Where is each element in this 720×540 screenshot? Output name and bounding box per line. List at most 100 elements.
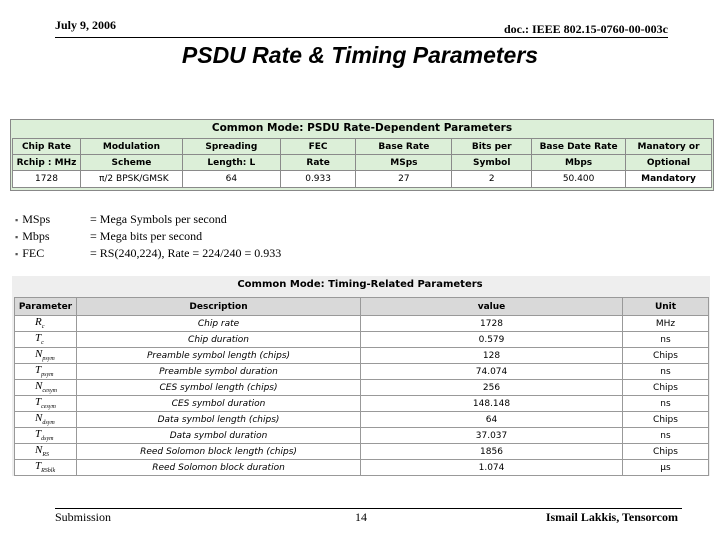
timing-table-row: Tcesym CES symbol duration 148.148 ns bbox=[14, 395, 709, 412]
footer-author: Ismail Lakkis, Tensorcom bbox=[545, 510, 678, 524]
parameter-symbol-letter: T bbox=[35, 332, 42, 345]
timing-table-row: NRS Reed Solomon block length (chips) 1856… bbox=[14, 443, 709, 460]
parameter-symbol-letter: T bbox=[35, 460, 42, 473]
note-term: MSps bbox=[22, 212, 51, 226]
timing-table-row: Npsym Preamble symbol length (chips) 128 Ch… bbox=[14, 347, 709, 364]
header-doc-id: doc.: IEEE 802.15-0760-00-003c bbox=[504, 22, 668, 36]
rate-table-header-cell: Bits per bbox=[451, 138, 533, 155]
parameter-symbol: TRSblk bbox=[14, 459, 77, 476]
timing-table-title: Common Mode: Timing-Related Parameters bbox=[237, 279, 483, 290]
rate-table-header-cell: Optional bbox=[625, 154, 712, 171]
timing-table-header-cell: value bbox=[360, 297, 623, 316]
parameter-symbol: Rc bbox=[14, 315, 77, 332]
parameter-symbol-subscript: psym bbox=[41, 372, 54, 379]
timing-table-header-cell: Description bbox=[76, 297, 361, 316]
bullet-icon: ▪ bbox=[15, 232, 19, 242]
rate-table-row: 1728 π/2 BPSK/GMSK 64 0.933 27 2 50.400 … bbox=[12, 170, 712, 188]
rate-table-cell: 50.400 bbox=[531, 170, 627, 188]
rate-table-header-cell: Rchip : MHz bbox=[12, 154, 81, 171]
footer-page-number: 14 bbox=[355, 510, 367, 524]
parameter-symbol-letter: N bbox=[35, 412, 43, 425]
timing-table-header-cell: Unit bbox=[622, 297, 709, 316]
rate-table-cell: 0.933 bbox=[279, 170, 357, 188]
note-definition: = RS(240,224), Rate = 224/240 = 0.933 bbox=[90, 246, 282, 260]
parameter-unit: Chips bbox=[622, 379, 709, 396]
note-term: Mbps bbox=[22, 229, 50, 243]
rate-table-header-row-1: Chip Rate Modulation Spreading FEC Base … bbox=[12, 138, 712, 155]
parameter-description: CES symbol duration bbox=[76, 395, 361, 412]
parameter-description: Chip duration bbox=[76, 331, 361, 348]
footer-submission: Submission bbox=[55, 510, 112, 524]
parameter-value: 1.074 bbox=[360, 459, 623, 476]
parameter-description: Reed Solomon block length (chips) bbox=[76, 443, 361, 460]
parameter-symbol-subscript: psym bbox=[42, 356, 55, 363]
parameter-value: 128 bbox=[360, 347, 623, 364]
parameter-symbol-letter: N bbox=[35, 444, 43, 457]
parameter-symbol-letter: N bbox=[35, 348, 43, 361]
abbreviation-notes: ▪ MSps = Mega Symbols per second ▪ Mbps = … bbox=[15, 211, 281, 262]
rate-table-title: Common Mode: PSDU Rate-Dependent Paramet… bbox=[211, 122, 513, 134]
parameter-unit: Chips bbox=[622, 347, 709, 364]
parameter-value: 256 bbox=[360, 379, 623, 396]
timing-table-header-cell: Parameter bbox=[14, 297, 77, 316]
rate-table-cell: 1728 bbox=[12, 170, 81, 188]
rate-table-header-row-2: Rchip : MHz Scheme Length: L Rate MSps S… bbox=[12, 154, 712, 171]
rate-table-header-cell: Base Rate bbox=[355, 138, 453, 155]
parameter-unit: ns bbox=[622, 427, 709, 444]
parameter-unit: Chips bbox=[622, 411, 709, 428]
parameter-symbol-subscript: cesym bbox=[42, 388, 58, 395]
bullet-icon: ▪ bbox=[15, 249, 19, 259]
timing-table-row: Rc Chip rate 1728 MHz bbox=[14, 315, 709, 332]
parameter-value: 0.579 bbox=[360, 331, 623, 348]
rate-table-cell: 2 bbox=[451, 170, 533, 188]
timing-table-row: Tdsym Data symbol duration 37.037 ns bbox=[14, 427, 709, 444]
rate-table-cell: 64 bbox=[181, 170, 281, 188]
parameter-description: CES symbol length (chips) bbox=[76, 379, 361, 396]
slide-title: PSDU Rate & Timing Parameters bbox=[181, 42, 539, 68]
note-item: ▪ Mbps = Mega bits per second bbox=[15, 228, 281, 245]
rate-table-cell: π/2 BPSK/GMSK bbox=[79, 170, 183, 188]
rate-table-header-cell: FEC bbox=[279, 138, 357, 155]
parameter-description: Data symbol duration bbox=[76, 427, 361, 444]
parameter-unit: MHz bbox=[622, 315, 709, 332]
parameter-symbol-letter: T bbox=[35, 396, 42, 409]
parameter-symbol: NRS bbox=[14, 443, 77, 460]
bullet-icon: ▪ bbox=[15, 215, 19, 225]
parameter-symbol: Ncesym bbox=[14, 379, 77, 396]
rate-table-header-cell: Manatory or bbox=[625, 138, 712, 155]
parameter-description: Preamble symbol length (chips) bbox=[76, 347, 361, 364]
parameter-symbol-letter: T bbox=[35, 428, 42, 441]
rate-table: Chip Rate Modulation Spreading FEC Base … bbox=[12, 138, 712, 188]
rate-table-header-cell: Base Date Rate bbox=[531, 138, 627, 155]
parameter-value: 74.074 bbox=[360, 363, 623, 380]
parameter-symbol: Tpsym bbox=[14, 363, 77, 380]
parameter-symbol-letter: T bbox=[35, 364, 42, 377]
note-item: ▪ MSps = Mega Symbols per second bbox=[15, 211, 281, 228]
note-term: FEC bbox=[22, 246, 45, 260]
timing-table-header: Parameter Description value Unit bbox=[14, 297, 709, 316]
rate-table-header-cell: Length: L bbox=[181, 154, 281, 171]
rate-table-header-cell: Modulation bbox=[79, 138, 183, 155]
timing-table-row: Ndsym Data symbol length (chips) 64 Chips bbox=[14, 411, 709, 428]
header-date: July 9, 2006 bbox=[55, 18, 117, 32]
note-definition: = Mega Symbols per second bbox=[90, 212, 227, 226]
timing-table: Parameter Description value Unit Rc Chip … bbox=[14, 297, 709, 476]
parameter-value: 1856 bbox=[360, 443, 623, 460]
note-item: ▪ FEC = RS(240,224), Rate = 224/240 = 0.9… bbox=[15, 245, 281, 262]
parameter-symbol-letter: R bbox=[35, 316, 42, 329]
parameter-symbol: Npsym bbox=[14, 347, 77, 364]
parameter-symbol-subscript: c bbox=[41, 324, 45, 331]
rate-table-header-cell: Rate bbox=[279, 154, 357, 171]
timing-table-row: TRSblk Reed Solomon block duration 1.074 µs bbox=[14, 459, 709, 476]
parameter-symbol: Tdsym bbox=[14, 427, 77, 444]
parameter-description: Reed Solomon block duration bbox=[76, 459, 361, 476]
parameter-description: Data symbol length (chips) bbox=[76, 411, 361, 428]
rate-table-header-cell: Symbol bbox=[451, 154, 533, 171]
parameter-value: 37.037 bbox=[360, 427, 623, 444]
timing-table-row: Ncesym CES symbol length (chips) 256 Chips bbox=[14, 379, 709, 396]
rate-table-header-cell: Mbps bbox=[531, 154, 627, 171]
parameter-symbol-subscript: cesym bbox=[41, 404, 56, 411]
parameter-symbol: Ndsym bbox=[14, 411, 77, 428]
parameter-symbol-subscript: RS bbox=[42, 452, 50, 459]
parameter-unit: ns bbox=[622, 395, 709, 412]
